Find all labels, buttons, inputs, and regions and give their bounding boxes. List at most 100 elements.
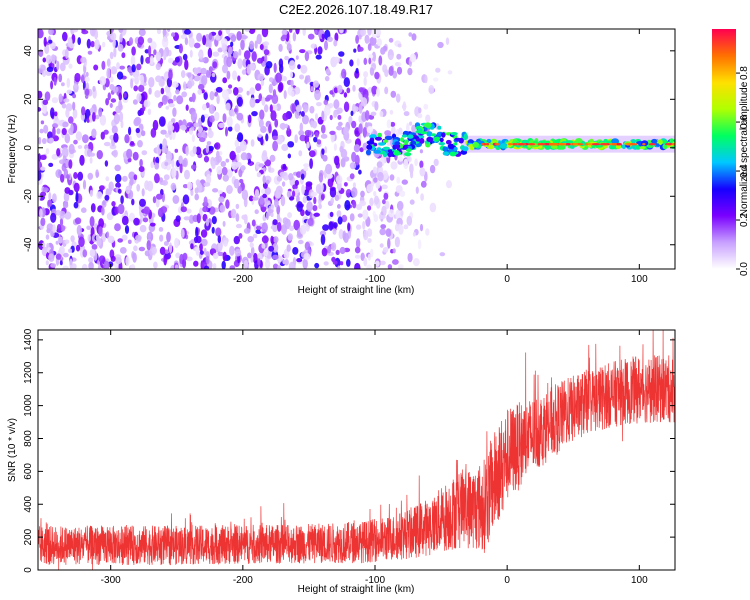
spectrogram-cell [137, 36, 145, 46]
spectrogram-cell [413, 258, 420, 267]
spectrogram-cell [373, 191, 377, 197]
spectrogram-cell [61, 82, 65, 87]
spectrogram-cell [575, 138, 583, 144]
spectrogram-cell [132, 151, 139, 161]
spectrogram-cell [182, 258, 187, 269]
spectrogram-cell [56, 60, 60, 71]
spectrogram-y-ticks: -40 -20 0 20 40 [23, 45, 675, 252]
spectrogram-cell [310, 86, 315, 92]
spectrogram-cell [399, 190, 406, 197]
spectrogram-cell [62, 202, 69, 209]
spectrogram-cell [227, 126, 233, 132]
spectrogram-cell [319, 230, 327, 236]
spectrogram-cell [268, 245, 275, 252]
spectrogram-cell [366, 126, 374, 134]
spectrogram-cell [337, 265, 341, 269]
y-tick-label: 0 [23, 567, 34, 573]
spectrogram-cell [41, 138, 47, 144]
spectrogram-cell [222, 77, 228, 84]
spectrogram-cell [336, 125, 343, 131]
spectrogram-cell [205, 102, 210, 109]
spectrogram-cell [209, 91, 215, 101]
spectrogram-cell [95, 171, 100, 178]
spectrogram-cell [289, 225, 295, 232]
spectrogram-cell [218, 30, 223, 36]
spectrogram-cell [386, 119, 392, 129]
spectrogram-cell [394, 143, 401, 149]
spectrogram-cell [38, 68, 43, 74]
spectrogram-cell [387, 149, 393, 153]
spectrogram-cell [189, 49, 193, 58]
spectrogram-cell [296, 195, 300, 203]
spectrogram-cell [365, 149, 372, 156]
spectrogram-cell [246, 90, 250, 96]
spectrogram-cell [45, 260, 49, 266]
spectrogram-cell [435, 67, 441, 73]
spectrogram-cell [203, 92, 208, 100]
spectrogram-cell [197, 89, 202, 95]
spectrogram-cell [64, 133, 71, 144]
spectrogram-cell [380, 47, 386, 55]
spectrogram-cell [398, 127, 403, 135]
spectrogram-cell [298, 130, 305, 136]
spectrogram-cell [52, 126, 56, 138]
spectrogram-cell [419, 138, 425, 144]
spectrogram-cell [419, 160, 424, 169]
spectrogram-cell [93, 64, 99, 71]
spectrogram-cell [104, 194, 110, 201]
spectrogram-cell [219, 204, 226, 213]
spectrogram-cell [157, 102, 162, 109]
spectrogram-cell [211, 226, 215, 234]
spectrogram-cell [439, 137, 444, 143]
spectrogram-cell [164, 161, 169, 166]
spectrogram-cell [387, 264, 393, 269]
spectrogram-cell [423, 103, 429, 110]
spectrogram-cell [321, 124, 326, 134]
spectrogram-cell [327, 245, 332, 254]
spectrogram-cell [294, 179, 299, 186]
spectrogram-cell [193, 42, 201, 49]
spectrogram-cell [337, 114, 342, 120]
spectrogram-cell [324, 146, 328, 154]
spectrogram-cell [393, 150, 400, 156]
spectrogram-cell [404, 152, 412, 157]
spectrogram-cell [343, 77, 350, 88]
spectrogram-cell [136, 63, 142, 71]
spectrogram-cell [309, 105, 315, 114]
spectrogram-cell [212, 263, 217, 269]
spectrogram-cell [621, 144, 627, 150]
spectrogram-cell [197, 126, 203, 133]
spectrogram-cell [249, 97, 256, 108]
x-tick-label: 0 [504, 274, 510, 285]
spectrogram-cell [158, 227, 164, 232]
spectrogram-cell [235, 203, 240, 209]
spectrogram-cell [101, 206, 105, 216]
spectrogram-cell [281, 224, 287, 235]
spectrogram-cell [212, 188, 219, 193]
spectrogram-cell [599, 143, 609, 146]
spectrogram-cell [225, 29, 231, 35]
spectrogram-cell [309, 158, 313, 170]
spectrogram-cell [398, 155, 403, 162]
spectrogram-cell [211, 72, 216, 78]
spectrogram-cell [143, 206, 151, 215]
spectrogram-cell [180, 124, 187, 131]
spectrogram-cell [374, 71, 380, 80]
spectrogram-cell [369, 67, 375, 76]
spectrogram-cell [355, 67, 359, 74]
spectrogram-cell [73, 139, 78, 145]
spectrogram-cell [255, 83, 262, 92]
spectrogram-cell [611, 138, 619, 144]
spectrogram-cell [399, 137, 405, 142]
spectrogram-cell [347, 222, 351, 232]
spectrogram-cell [59, 217, 64, 227]
spectrogram-cell [64, 187, 71, 194]
spectrogram-cell [263, 49, 270, 56]
spectrogram-cell [130, 55, 136, 66]
spectrogram-cell [57, 236, 64, 244]
spectrogram-cell [221, 43, 226, 52]
spectrogram-cell [136, 93, 142, 103]
spectrogram-cell [87, 234, 91, 242]
spectrogram-cell [555, 139, 561, 144]
spectrogram-cell [159, 246, 166, 255]
